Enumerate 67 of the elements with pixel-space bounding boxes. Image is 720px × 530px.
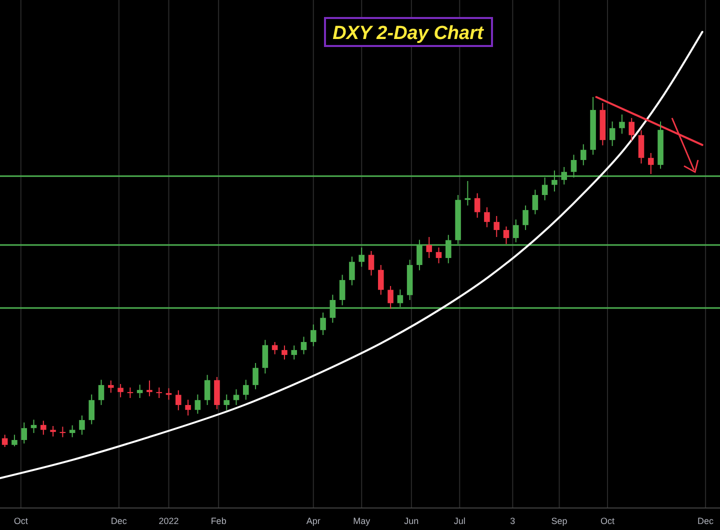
candlestick bbox=[98, 379, 104, 406]
candlestick bbox=[628, 118, 634, 142]
candlestick bbox=[185, 399, 191, 416]
candlestick bbox=[494, 216, 500, 238]
candlestick bbox=[426, 236, 432, 258]
candlestick bbox=[60, 426, 66, 438]
candlestick bbox=[609, 121, 616, 146]
candlestick bbox=[30, 419, 37, 434]
candlestick bbox=[388, 286, 394, 310]
candlestick bbox=[156, 387, 162, 398]
chart-title: DXY 2-Day Chart bbox=[332, 23, 484, 44]
x-tick-label: Oct bbox=[600, 516, 615, 526]
candlestick bbox=[580, 144, 586, 166]
candlestick bbox=[503, 226, 510, 244]
candlestick bbox=[464, 180, 471, 206]
candlestick bbox=[12, 434, 18, 447]
x-tick-label: 3 bbox=[510, 516, 516, 526]
candlestick bbox=[339, 274, 346, 306]
x-tick-label: Dec bbox=[110, 516, 128, 526]
x-tick-label: Feb bbox=[210, 516, 226, 526]
candlestick bbox=[436, 247, 442, 264]
candlestick bbox=[40, 420, 46, 436]
candlestick bbox=[272, 342, 278, 355]
candlestick bbox=[233, 388, 240, 406]
candlestick bbox=[243, 379, 249, 400]
candlestick bbox=[300, 336, 307, 355]
candlestick bbox=[619, 114, 625, 134]
candlestick bbox=[176, 390, 182, 411]
x-tick-label: Sep bbox=[551, 516, 568, 526]
x-tick-label: May bbox=[353, 516, 371, 526]
candlestick bbox=[204, 374, 210, 406]
candlestick bbox=[532, 189, 538, 215]
candlestick bbox=[282, 345, 288, 360]
candlestick bbox=[136, 384, 143, 398]
candlestick bbox=[79, 415, 85, 436]
candlestick bbox=[484, 206, 490, 228]
x-tick-label: Oct bbox=[14, 516, 28, 526]
candlestick bbox=[368, 250, 374, 276]
candlestick bbox=[166, 388, 172, 400]
x-tick-label: 2022 bbox=[158, 516, 179, 526]
candlestick bbox=[522, 205, 528, 230]
candlestick bbox=[69, 424, 76, 438]
candlestick bbox=[252, 362, 258, 390]
candlestick bbox=[320, 312, 326, 336]
x-tick-label: Jul bbox=[454, 516, 466, 526]
x-tick-label: Dec bbox=[698, 516, 714, 526]
candlestick bbox=[88, 394, 94, 425]
candlestick bbox=[262, 339, 268, 374]
candlestick bbox=[108, 380, 114, 394]
candlestick bbox=[118, 384, 124, 398]
candlestick bbox=[310, 324, 316, 347]
candlestick bbox=[2, 434, 8, 448]
candlestick bbox=[146, 380, 152, 397]
candlestick bbox=[127, 387, 134, 398]
candlestick bbox=[638, 130, 644, 164]
candlestick bbox=[349, 256, 355, 286]
candlestick bbox=[513, 219, 519, 243]
candlestick bbox=[474, 192, 480, 218]
candlestick bbox=[194, 394, 201, 414]
x-tick-label: Jun bbox=[404, 516, 419, 526]
candlestick bbox=[291, 345, 297, 360]
candlestick bbox=[378, 264, 384, 296]
candlestick bbox=[224, 394, 230, 411]
candlestick bbox=[648, 152, 654, 174]
candlestick bbox=[50, 426, 56, 437]
candlestick bbox=[21, 422, 27, 444]
x-tick-label: Apr bbox=[306, 516, 320, 526]
